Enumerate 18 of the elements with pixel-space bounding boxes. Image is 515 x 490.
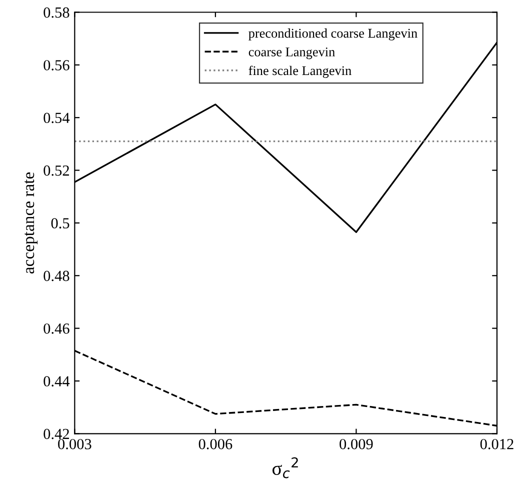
legend-label: fine scale Langevin [248,66,352,78]
legend-label: preconditioned coarse Langevin [248,28,418,40]
x-axis-title: σ$_{c}$$^{2}$ [272,457,298,478]
y-tick-label: 0.5 [51,218,70,228]
y-tick-label: 0.42 [44,428,69,440]
y-tick-label: 0.58 [44,7,70,18]
legend-label: coarse Langevin [248,48,335,60]
x-tick-label: 0.006 [198,438,232,450]
x-tick-label: 0.009 [340,438,373,450]
x-tick-label: 0.012 [480,438,514,450]
y-tick-label: 0.56 [44,60,70,70]
x-tick-label: 0.003 [58,438,92,450]
y-tick-label: 0.44 [44,376,70,386]
y-tick-label: 0.54 [44,112,70,124]
y-tick-label: 0.52 [44,165,69,176]
y-axis-title: acceptance rate [24,172,38,274]
y-tick-label: 0.46 [44,323,70,334]
y-tick-label: 0.48 [44,270,70,282]
